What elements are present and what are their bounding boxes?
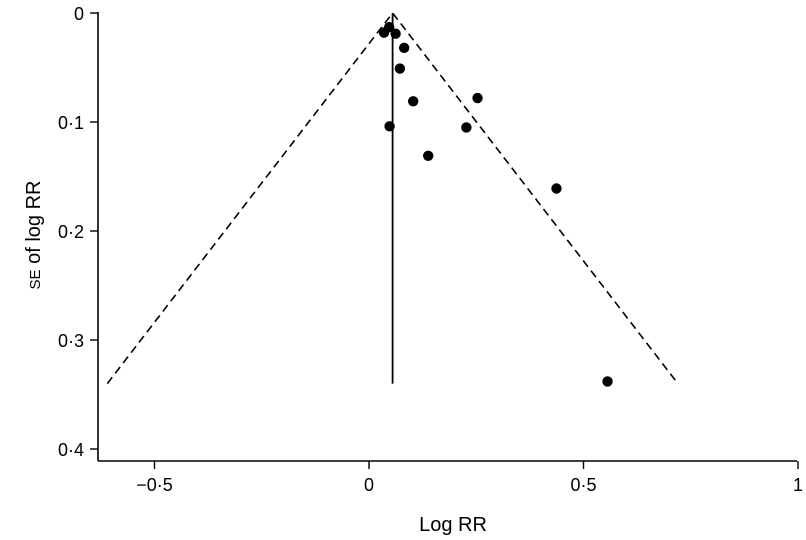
study-point bbox=[394, 63, 406, 74]
y-tick-label: 0 bbox=[74, 4, 84, 24]
x-tick-label: 0 bbox=[364, 475, 374, 495]
x-tick-label: 0·5 bbox=[570, 475, 596, 495]
study-point bbox=[461, 122, 472, 133]
ticks: −0·5 0 0·5 1 0 0·1 0·2 0·3 0·4 bbox=[58, 4, 803, 495]
study-point bbox=[398, 42, 410, 54]
study-point bbox=[407, 96, 419, 107]
x-axis-title: Log RR bbox=[419, 514, 487, 536]
plot-area bbox=[106, 11, 679, 387]
study-point bbox=[383, 21, 395, 33]
y-axis-title-rest: of log RR bbox=[23, 181, 45, 270]
y-axis-title-se: SE bbox=[27, 269, 44, 289]
study-point bbox=[390, 28, 401, 39]
study-point bbox=[423, 150, 434, 161]
y-tick-label: 0·1 bbox=[58, 113, 84, 133]
study-point bbox=[472, 92, 483, 104]
y-tick-label: 0·4 bbox=[58, 440, 84, 460]
axes bbox=[97, 12, 797, 462]
y-axis-title: SE of log RR bbox=[23, 181, 45, 290]
y-tick-label: 0·2 bbox=[58, 222, 84, 242]
y-tick-label: 0·3 bbox=[58, 331, 84, 351]
x-tick-label: −0·5 bbox=[136, 475, 173, 495]
study-point bbox=[384, 121, 395, 132]
study-point bbox=[551, 183, 562, 194]
x-tick-label: 1 bbox=[793, 475, 803, 495]
study-point bbox=[602, 376, 613, 387]
